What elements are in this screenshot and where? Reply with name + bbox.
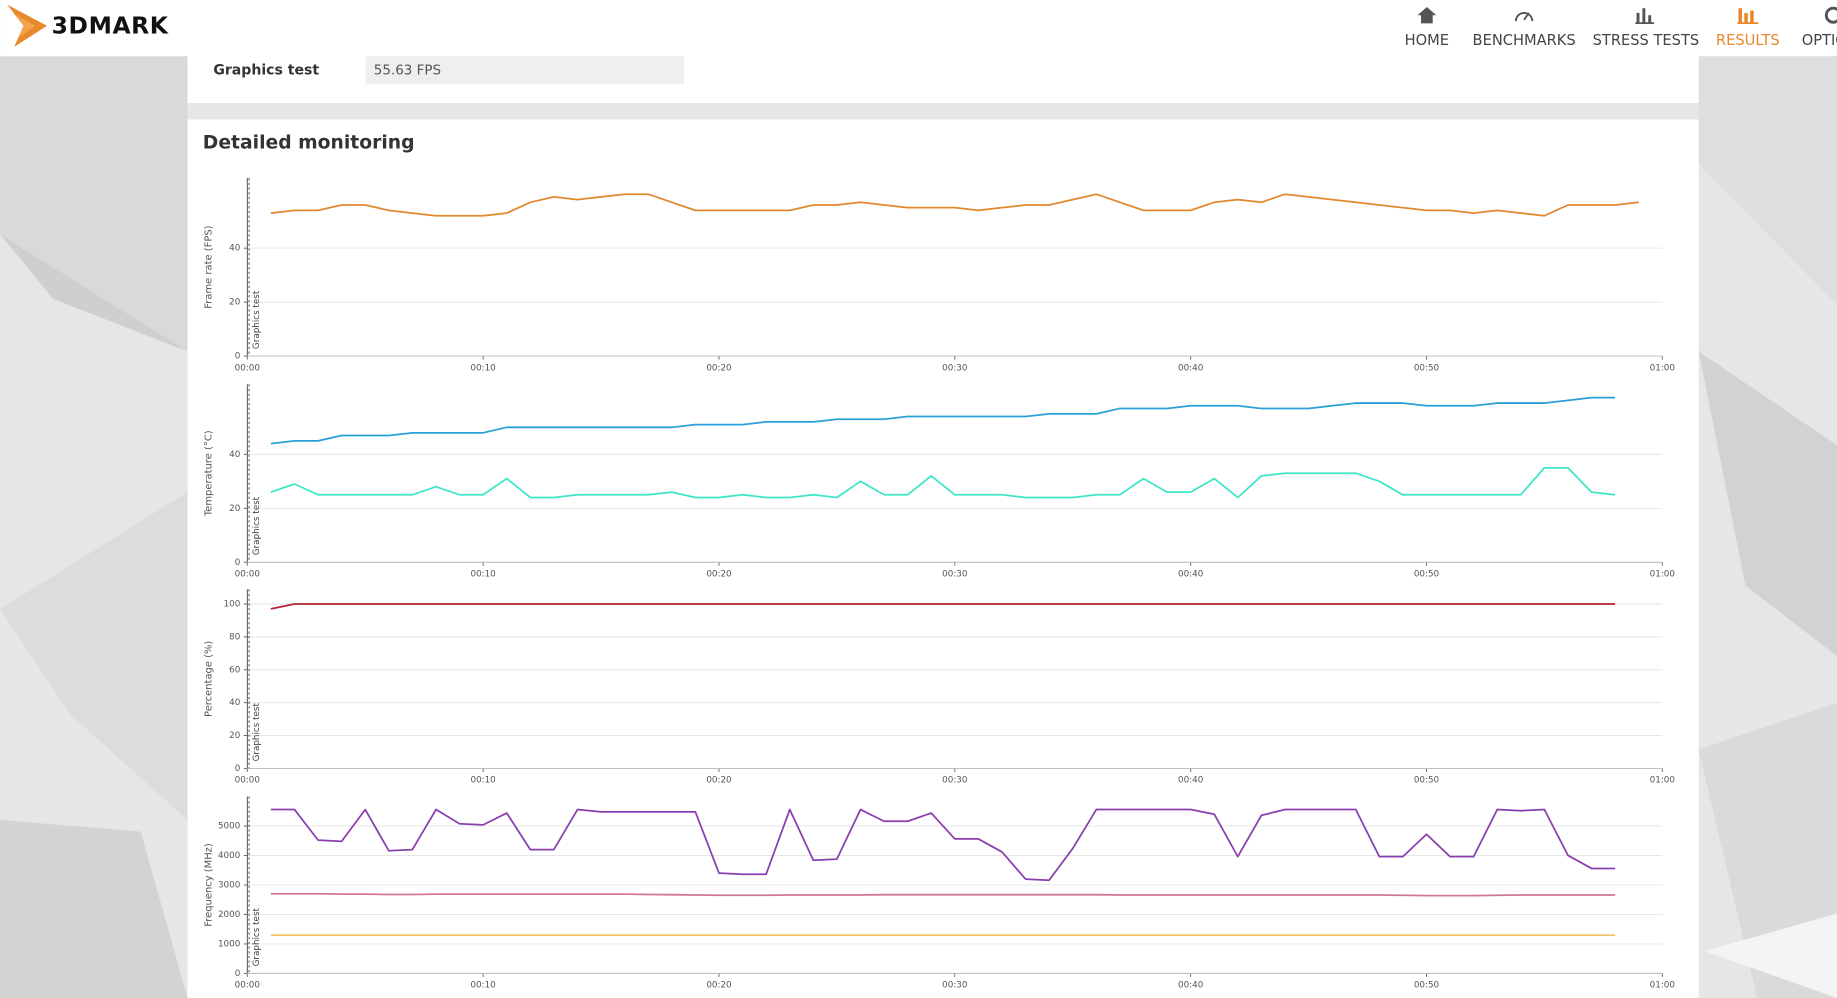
line-series (270, 466, 1616, 499)
x-tick-label: 00:30 (942, 363, 967, 373)
x-tick-label: 00:00 (235, 776, 260, 786)
result-label: Graphics test (213, 62, 319, 78)
y-tick-label: 0 (235, 558, 241, 568)
x-tick-label: 01:00 (1650, 981, 1675, 991)
x-tick-label: 00:00 (235, 981, 260, 991)
y-tick-label: 4000 (218, 851, 240, 861)
x-tick-label: 00:30 (942, 776, 967, 786)
nav-item[interactable]: STRESS TESTS (1593, 32, 1700, 49)
nav-item[interactable]: OPTIONS (1802, 32, 1837, 49)
y-axis-label: Percentage (%) (204, 641, 215, 717)
y-tick-label: 20 (229, 504, 240, 514)
y-tick-label: 5000 (218, 822, 240, 832)
nav-item[interactable]: HOME (1405, 32, 1449, 49)
x-tick-label: 00:50 (1414, 569, 1439, 579)
x-tick-label: 00:20 (706, 981, 731, 991)
x-tick-label: 00:50 (1414, 363, 1439, 373)
line-series (270, 808, 1616, 882)
x-tick-label: 01:00 (1650, 363, 1675, 373)
y-tick-label: 100 (224, 599, 241, 609)
line-series (270, 193, 1639, 217)
x-tick-label: 00:30 (942, 569, 967, 579)
test-marker-label: Graphics test (252, 702, 262, 761)
x-tick-label: 00:10 (471, 363, 496, 373)
x-tick-label: 00:50 (1414, 981, 1439, 991)
y-tick-label: 2000 (218, 910, 240, 920)
x-tick-label: 00:40 (1178, 981, 1203, 991)
x-tick-label: 00:10 (471, 981, 496, 991)
test-marker-label: Graphics test (252, 496, 262, 555)
logo (7, 4, 48, 47)
test-marker-label: Graphics test (252, 290, 262, 349)
x-tick-label: 00:00 (235, 363, 260, 373)
x-tick-label: 00:30 (942, 981, 967, 991)
x-tick-label: 00:20 (706, 776, 731, 786)
x-tick-label: 00:00 (235, 569, 260, 579)
y-axis-label: Temperature (°C) (204, 430, 215, 517)
y-tick-label: 1000 (218, 939, 240, 949)
y-tick-label: 0 (235, 352, 241, 362)
y-tick-label: 40 (229, 698, 240, 708)
x-tick-label: 00:20 (706, 363, 731, 373)
x-tick-label: 00:50 (1414, 776, 1439, 786)
line-series (270, 892, 1616, 897)
x-tick-label: 00:10 (471, 569, 496, 579)
x-tick-label: 00:40 (1178, 363, 1203, 373)
line-series (270, 603, 1616, 610)
x-tick-label: 00:20 (706, 569, 731, 579)
y-tick-label: 60 (229, 665, 240, 675)
y-tick-label: 80 (229, 632, 240, 642)
y-tick-label: 0 (235, 969, 241, 979)
monitoring-panel (187, 119, 1699, 998)
result-value: 55.63 FPS (374, 62, 441, 78)
y-tick-label: 40 (229, 244, 240, 254)
y-tick-label: 0 (235, 764, 241, 774)
result-value-box (365, 56, 685, 85)
x-tick-label: 00:40 (1178, 569, 1203, 579)
nav-item[interactable]: BENCHMARKS (1473, 32, 1576, 49)
x-tick-label: 00:10 (471, 776, 496, 786)
nav-item[interactable]: RESULTS (1716, 32, 1780, 49)
x-tick-label: 01:00 (1650, 776, 1675, 786)
nav-icons (1417, 6, 1837, 25)
line-series (270, 396, 1616, 445)
y-tick-label: 3000 (218, 880, 240, 890)
y-tick-label: 40 (229, 450, 240, 460)
section-title: Detailed monitoring (203, 132, 415, 153)
x-tick-label: 01:00 (1650, 569, 1675, 579)
x-tick-label: 00:40 (1178, 776, 1203, 786)
y-axis-label: Frame rate (FPS) (204, 225, 215, 308)
test-marker-label: Graphics test (252, 907, 262, 966)
y-axis-label: Frequency (MHz) (204, 843, 215, 927)
logo-text: 3DMARK (52, 11, 169, 39)
y-tick-label: 20 (229, 298, 240, 308)
y-tick-label: 20 (229, 731, 240, 741)
